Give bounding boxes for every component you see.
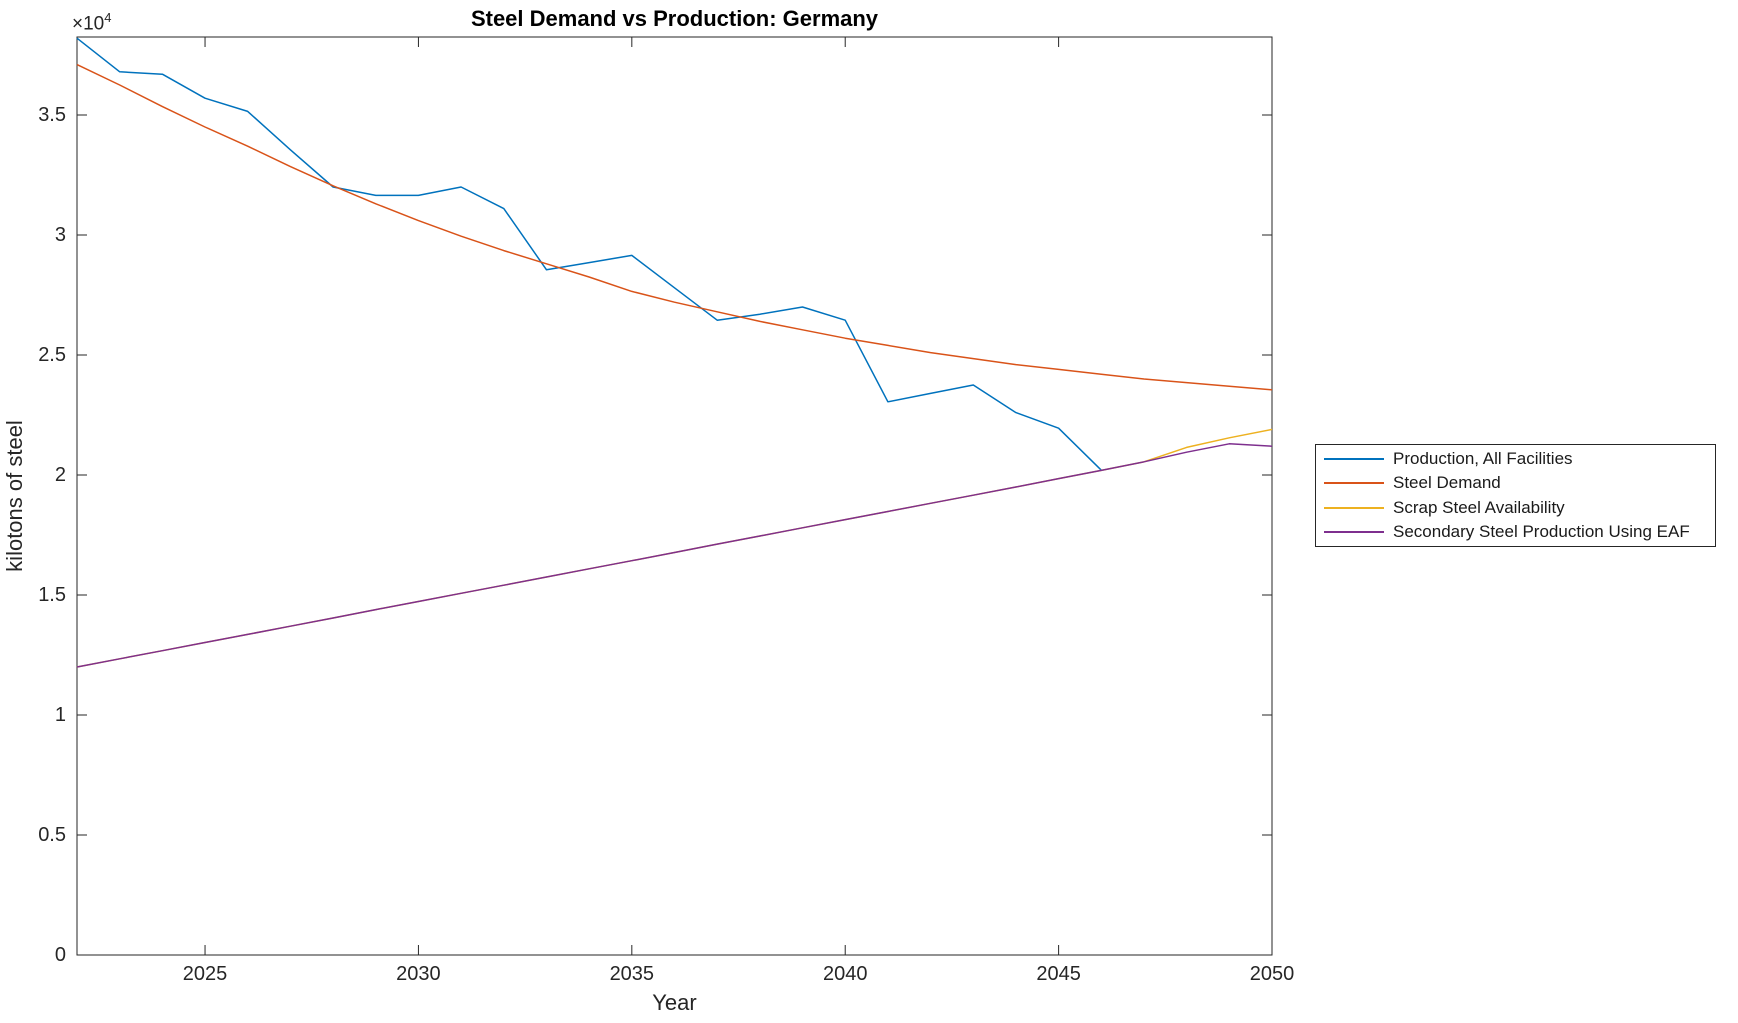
- y-tick-label-3.5: 3.5: [38, 104, 66, 126]
- legend-item-label: Secondary Steel Production Using EAF: [1393, 521, 1690, 541]
- y-tick-label-2: 2: [54, 464, 66, 486]
- x-tick-label-2045: 2045: [1036, 963, 1081, 985]
- legend-line-sample-scrap-steel-availability: [1324, 506, 1384, 509]
- x-tick-label-2035: 2035: [609, 963, 655, 985]
- chart-title: Steel Demand vs Production: Germany: [470, 6, 879, 31]
- series-line-production-all-facilities: [76, 37, 1102, 471]
- legend-item-production-all-facilities: Production, All Facilities: [1316, 449, 1715, 469]
- legend-line-sample-secondary-steel-production-using-eaf: [1324, 530, 1384, 533]
- x-tick-label-2030: 2030: [396, 963, 441, 985]
- legend-item-label: Scrap Steel Availability: [1393, 497, 1565, 517]
- y-tick-label-2.5: 2.5: [38, 344, 66, 366]
- y-axis-label: kilotons of steel: [2, 420, 27, 572]
- y-tick-label-1.5: 1.5: [38, 584, 66, 606]
- legend-line-sample-steel-demand: [1324, 482, 1384, 485]
- series-line-steel-demand: [76, 63, 1273, 391]
- y-tick-label-3: 3: [54, 224, 66, 246]
- series-line-secondary-steel-production-using-eaf: [76, 443, 1273, 668]
- legend-item-scrap-steel-availability: Scrap Steel Availability: [1316, 498, 1715, 518]
- plot-box: [76, 36, 1273, 956]
- y-tick-label-0.5: 0.5: [38, 824, 66, 846]
- series-line-scrap-steel-availability: [76, 428, 1273, 668]
- y-axis-exponent-base: ×10: [72, 13, 105, 35]
- y-axis-exponent-power: 4: [104, 10, 112, 25]
- y-tick-label-1: 1: [54, 704, 66, 726]
- legend-item-steel-demand: Steel Demand: [1316, 473, 1715, 493]
- legend-item-label: Steel Demand: [1393, 473, 1501, 493]
- y-tick-label-0: 0: [54, 944, 66, 966]
- x-tick-label-2025: 2025: [182, 963, 228, 985]
- x-tick-label-2050: 2050: [1249, 963, 1295, 985]
- legend-item-secondary-steel-production-using-eaf: Secondary Steel Production Using EAF: [1316, 522, 1715, 542]
- legend-item-label: Production, All Facilities: [1393, 449, 1573, 469]
- x-tick-label-2040: 2040: [822, 963, 868, 985]
- legend-line-sample-production-all-facilities: [1324, 458, 1384, 461]
- legend: Production, All Facilities Steel Demand Sc…: [1315, 444, 1716, 547]
- x-axis-label: Year: [652, 990, 697, 1015]
- y-axis-exponent-label: ×104: [72, 10, 111, 35]
